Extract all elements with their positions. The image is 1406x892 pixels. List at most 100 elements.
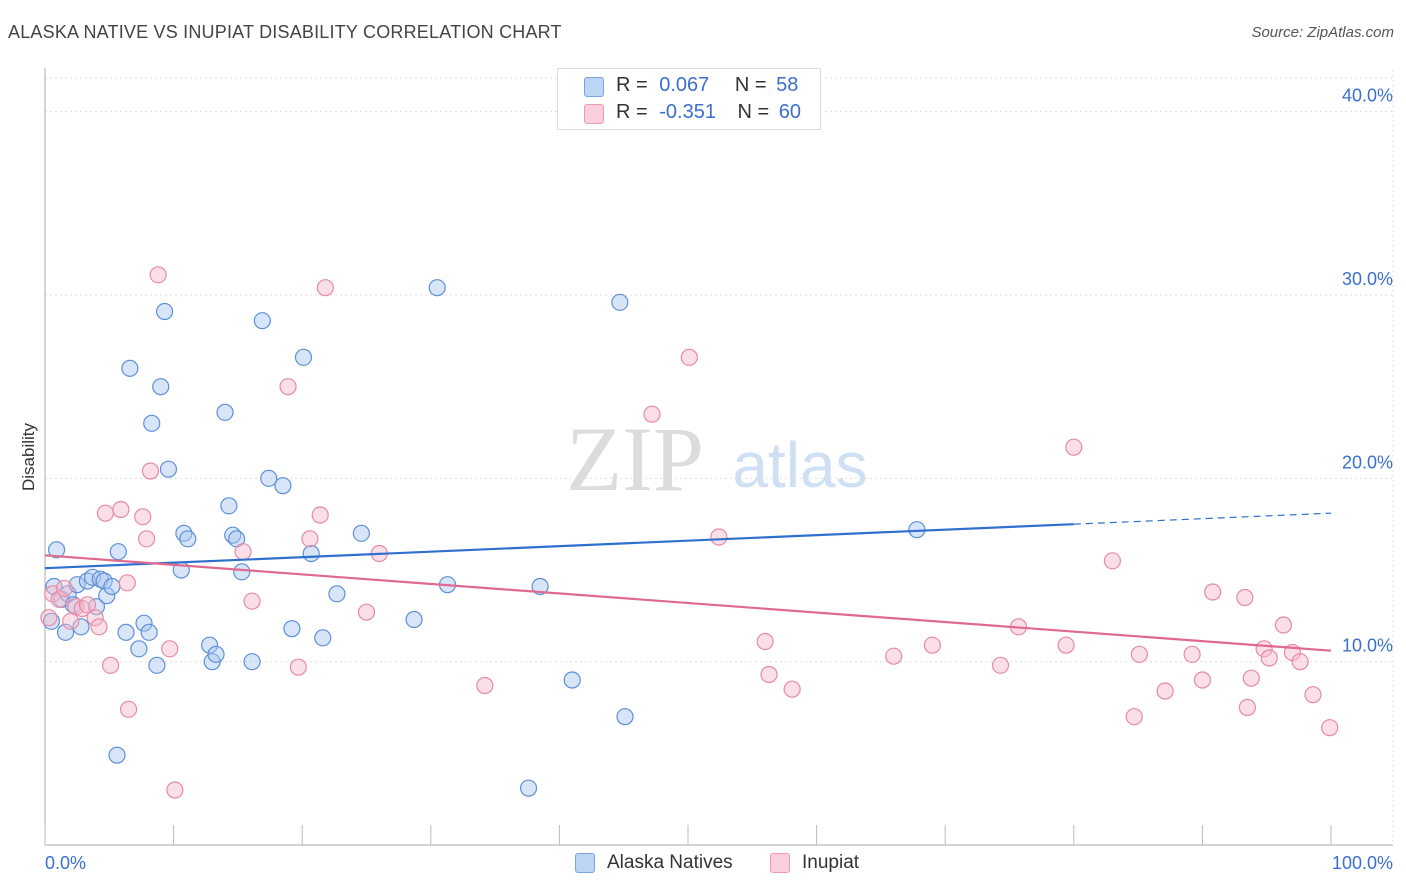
alaska-natives-point bbox=[233, 563, 251, 581]
watermark-atlas: atlas bbox=[732, 429, 867, 501]
alaska-natives-trend-extension bbox=[1073, 512, 1332, 525]
alaska-natives-point bbox=[405, 610, 423, 629]
y-tick-label: 10.0% bbox=[1342, 636, 1393, 656]
series-swatch-alaska-natives bbox=[575, 853, 595, 873]
inupiat-point bbox=[141, 462, 160, 480]
alaska-natives-point bbox=[117, 623, 135, 641]
inupiat-point bbox=[885, 647, 903, 665]
alaska-natives-point bbox=[220, 497, 238, 515]
alaska-natives-point bbox=[428, 279, 446, 297]
inupiat-point bbox=[643, 405, 661, 423]
y-tick-label: 30.0% bbox=[1342, 269, 1393, 289]
inupiat-point bbox=[760, 665, 778, 684]
inupiat-point bbox=[96, 504, 115, 522]
legend-swatch-alaska-natives bbox=[584, 77, 604, 97]
inupiat-point bbox=[118, 574, 136, 592]
y-tick-label: 20.0% bbox=[1342, 452, 1393, 472]
inupiat-point bbox=[1065, 438, 1083, 456]
inupiat-point bbox=[311, 506, 329, 524]
alaska-natives-point bbox=[328, 585, 346, 603]
alaska-natives-point bbox=[207, 645, 225, 663]
inupiat-point bbox=[40, 609, 58, 627]
inupiat-point bbox=[55, 579, 73, 597]
series-label-alaska-natives: Alaska Natives bbox=[607, 852, 733, 873]
inupiat-point bbox=[783, 680, 801, 698]
alaska-natives-point bbox=[68, 576, 86, 594]
inupiat-point bbox=[680, 348, 698, 366]
inupiat-point bbox=[134, 508, 152, 526]
series-label-inupiat: Inupiat bbox=[802, 852, 860, 873]
chart-title: ALASKA NATIVE VS INUPIAT DISABILITY CORR… bbox=[8, 22, 562, 42]
inupiat-point bbox=[50, 590, 68, 608]
inupiat-point bbox=[1130, 645, 1148, 663]
inupiat-trend-line bbox=[44, 554, 1332, 652]
inupiat-point bbox=[101, 656, 120, 674]
alaska-natives-point bbox=[611, 293, 629, 311]
inupiat-point bbox=[119, 700, 138, 718]
alaska-natives-point bbox=[352, 524, 370, 542]
inupiat-point bbox=[476, 676, 494, 695]
inupiat-point bbox=[90, 618, 108, 636]
inupiat-point bbox=[1260, 649, 1278, 667]
alaska-natives-point bbox=[283, 620, 301, 638]
inupiat-point bbox=[710, 528, 728, 546]
inupiat-point bbox=[923, 636, 941, 654]
legend-n-value: 60 bbox=[778, 101, 802, 123]
legend-n-value: 58 bbox=[776, 74, 799, 96]
inupiat-point bbox=[279, 378, 297, 396]
legend-row-alaska-natives: R = 0.067 N = 58 bbox=[584, 74, 798, 97]
inupiat-point bbox=[1057, 636, 1075, 654]
alaska-natives-point bbox=[108, 746, 126, 764]
legend-r-label: R = bbox=[616, 101, 648, 123]
alaska-natives-point bbox=[103, 577, 121, 596]
y-tick-label: 40.0% bbox=[1342, 86, 1393, 106]
correlation-legend: R = 0.067 N = 58 R = -0.351 N = 60 bbox=[557, 68, 821, 130]
alaska-natives-point bbox=[519, 779, 538, 797]
alaska-natives-point bbox=[201, 636, 219, 654]
alaska-natives-point bbox=[143, 414, 161, 432]
inupiat-point bbox=[1238, 698, 1257, 717]
alaska-natives-point bbox=[148, 656, 166, 674]
alaska-natives-point bbox=[531, 577, 549, 596]
inupiat-point bbox=[289, 658, 307, 676]
alaska-natives-point bbox=[152, 378, 170, 396]
inupiat-point bbox=[991, 656, 1010, 674]
x-tick-label: 100.0% bbox=[1332, 853, 1393, 873]
legend-n-label: N = bbox=[734, 74, 767, 96]
inupiat-point bbox=[149, 266, 167, 284]
alaska-natives-point bbox=[253, 312, 271, 330]
legend-n-label: N = bbox=[737, 101, 770, 123]
alaska-natives-point bbox=[140, 623, 158, 641]
inupiat-point bbox=[1204, 583, 1222, 601]
watermark-zip: ZIP bbox=[566, 408, 704, 510]
inupiat-point bbox=[1183, 645, 1201, 663]
inupiat-point bbox=[1125, 708, 1143, 726]
inupiat-point bbox=[1304, 686, 1322, 704]
alaska-natives-point bbox=[616, 708, 634, 726]
legend-swatch-inupiat bbox=[584, 104, 604, 124]
alaska-natives-point bbox=[135, 614, 153, 632]
alaska-natives-point bbox=[130, 640, 148, 658]
inupiat-point bbox=[112, 500, 130, 519]
alaska-natives-point bbox=[216, 403, 234, 421]
inupiat-point bbox=[1242, 669, 1260, 687]
alaska-natives-point bbox=[302, 544, 320, 563]
inupiat-point bbox=[161, 640, 179, 658]
alaska-natives-point bbox=[243, 653, 261, 671]
y-axis-title: Disability bbox=[19, 422, 38, 491]
inupiat-point bbox=[86, 609, 104, 627]
alaska-natives-point bbox=[72, 618, 90, 636]
series-swatch-inupiat bbox=[770, 853, 790, 873]
inupiat-point bbox=[62, 612, 80, 630]
inupiat-point bbox=[756, 632, 774, 651]
alaska-natives-point bbox=[274, 477, 292, 495]
legend-row-inupiat: R = -0.351 N = 60 bbox=[584, 101, 801, 124]
inupiat-point bbox=[1274, 616, 1293, 634]
inupiat-point bbox=[1321, 719, 1339, 737]
inupiat-point bbox=[1236, 588, 1254, 607]
legend-r-label: R = bbox=[616, 74, 648, 96]
inupiat-point bbox=[234, 543, 252, 561]
alaska-natives-point bbox=[47, 541, 66, 559]
alaska-natives-trend-line bbox=[44, 523, 1074, 570]
